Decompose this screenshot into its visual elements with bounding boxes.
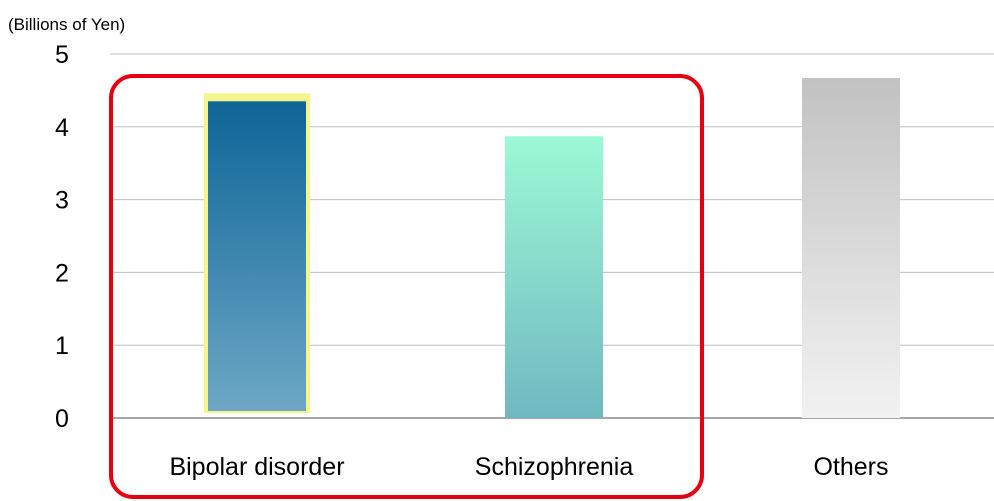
bar-schizophrenia [505,136,603,418]
category-label: Others [813,453,888,481]
category-label: Schizophrenia [475,453,634,481]
category-label: Bipolar disorder [169,453,344,481]
y-axis-ticks: 0 1 2 3 4 5 [55,41,69,433]
bars [204,78,900,419]
y-tick-label: 4 [55,114,69,142]
highlight-box [109,74,704,499]
y-tick-label: 5 [55,41,69,69]
y-tick-label: 0 [55,405,69,433]
y-tick-label: 2 [55,259,69,287]
bar-others [802,78,900,419]
y-tick-label: 1 [55,332,69,360]
y-tick-label: 3 [55,187,69,215]
unit-label: (Billions of Yen) [8,15,125,34]
category-labels: Bipolar disorder Schizophrenia Others [169,453,888,481]
bar-bipolar-disorder [208,101,306,411]
